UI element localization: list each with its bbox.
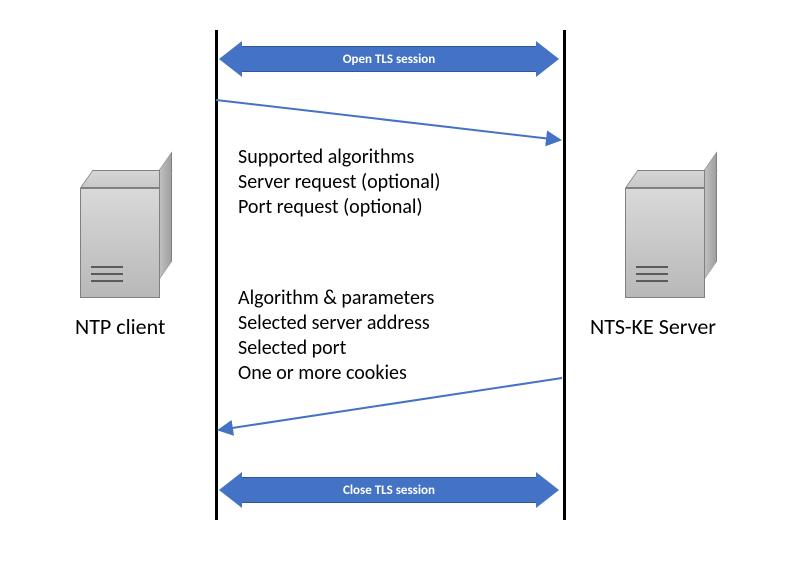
actor-left: NTP client (75, 170, 165, 340)
response-line-2: Selected server address (238, 311, 434, 336)
actor-right-label: NTS-KE Server (590, 313, 710, 340)
server-icon (80, 170, 160, 295)
request-line-1: Supported algorithms (238, 145, 441, 170)
request-arrow (216, 100, 560, 140)
open-tls-bar: Open TLS session (240, 46, 538, 72)
diagram-root: NTP client NTS-KE Server Open TLS sessio… (0, 0, 800, 564)
response-line-1: Algorithm & parameters (238, 286, 434, 311)
lifeline-right (563, 30, 566, 520)
actor-right: NTS-KE Server (620, 170, 710, 340)
request-message: Supported algorithms Server request (opt… (238, 145, 441, 220)
open-tls-label: Open TLS session (343, 52, 436, 67)
response-message: Algorithm & parameters Selected server a… (238, 286, 434, 386)
close-tls-label: Close TLS session (343, 483, 435, 498)
actor-left-label: NTP client (75, 313, 165, 340)
server-icon (625, 170, 705, 295)
request-line-3: Port request (optional) (238, 195, 441, 220)
response-line-3: Selected port (238, 336, 434, 361)
lifeline-left (215, 30, 218, 520)
response-line-4: One or more cookies (238, 361, 434, 386)
request-line-2: Server request (optional) (238, 170, 441, 195)
close-tls-bar: Close TLS session (240, 477, 538, 503)
